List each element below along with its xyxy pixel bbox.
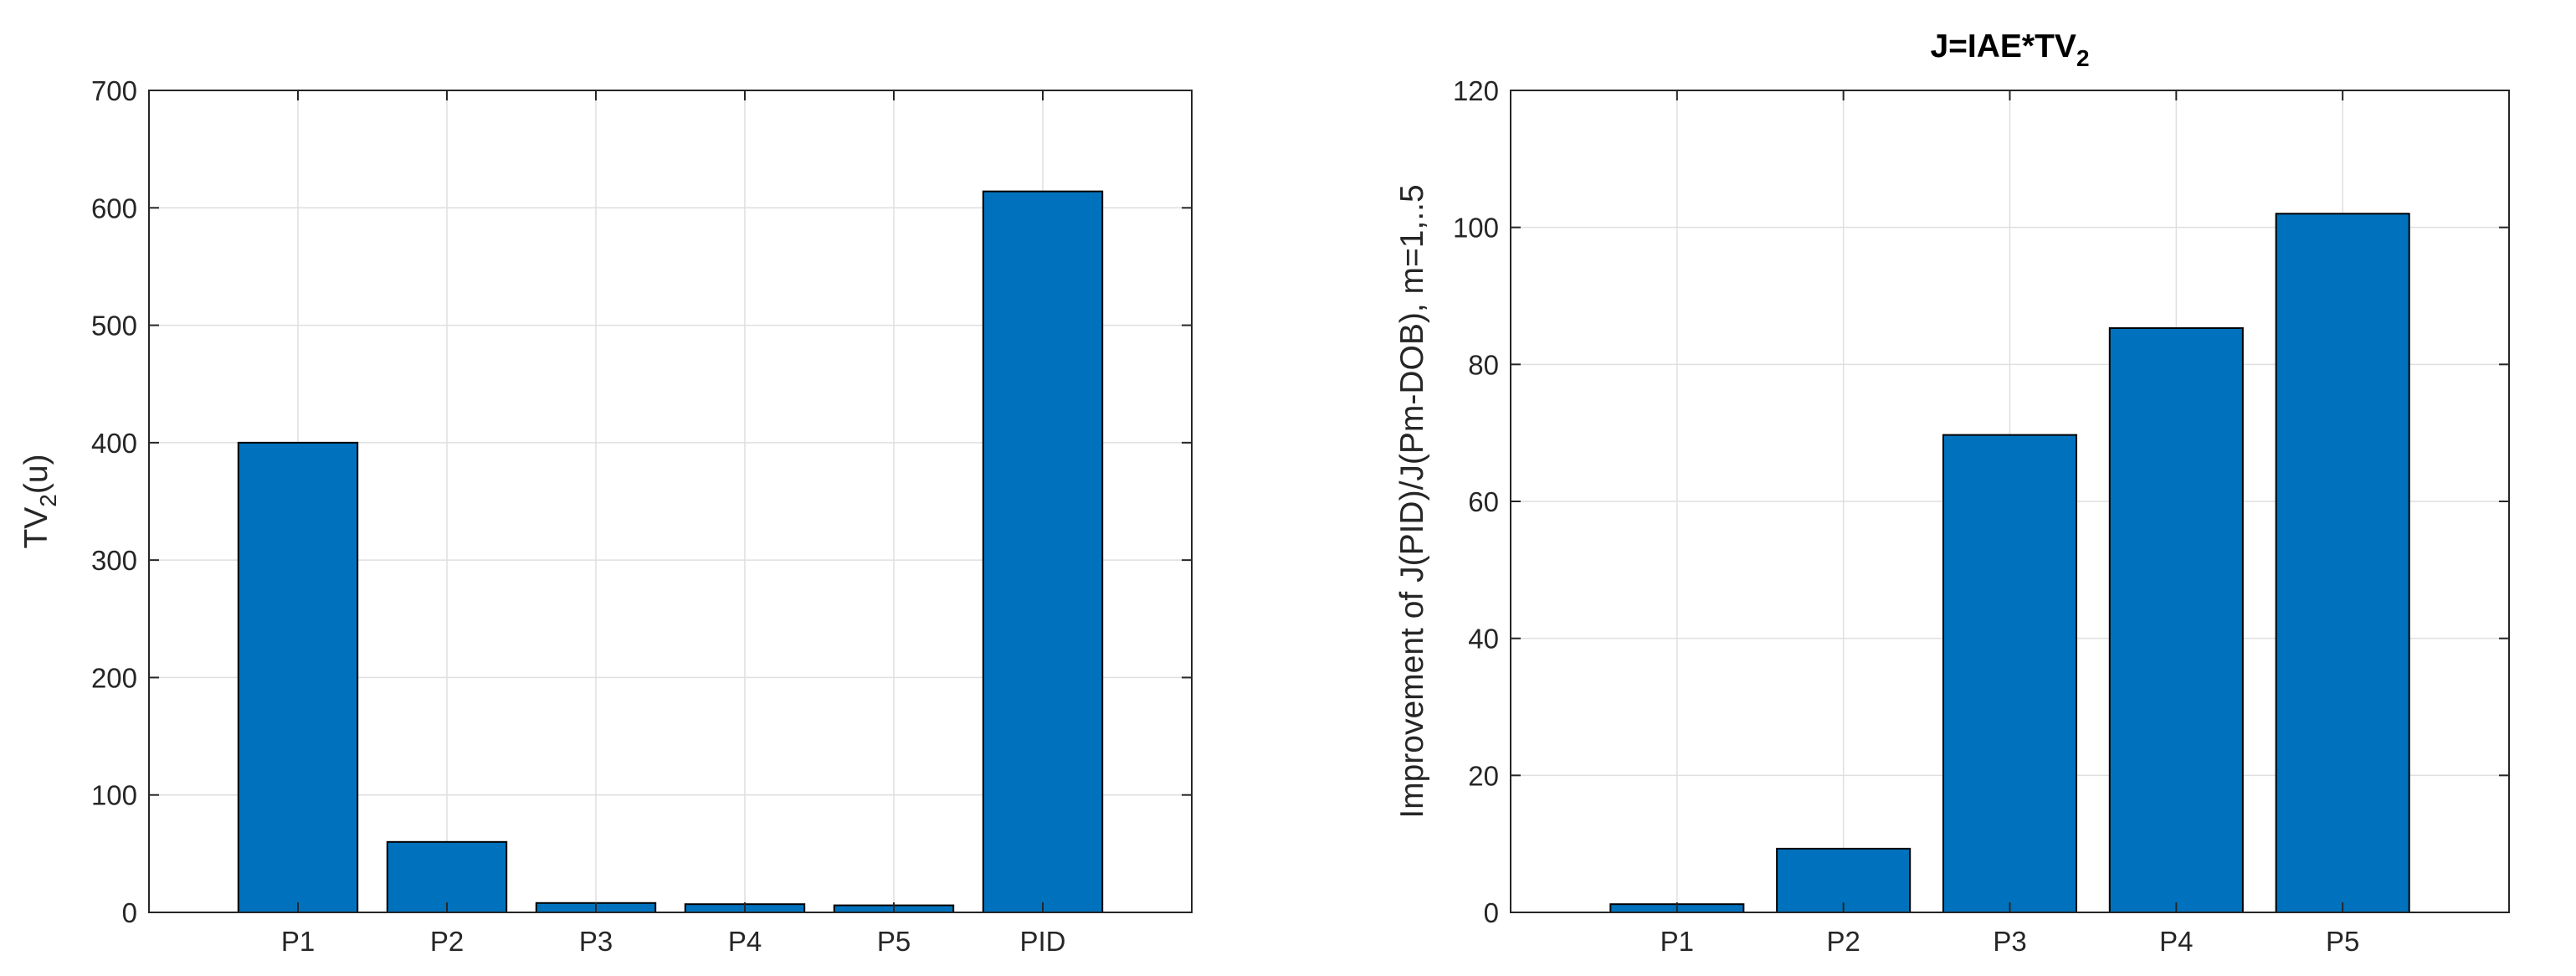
y-tick-label: 100 [91,780,137,811]
bar-p1 [237,441,359,913]
x-tick-label: P3 [579,926,613,957]
y-tick-label: 0 [1484,897,1499,928]
bar-p2 [1776,847,1911,914]
y-tick-label: 200 [91,662,137,693]
chart-title: J=IAE*TV2 [1930,28,2089,71]
x-tick-label: P4 [2159,926,2193,957]
x-tick-label: P3 [1993,926,2026,957]
y-tick-label: 500 [91,311,137,342]
axes-box [148,90,1193,913]
bar-p2 [386,840,508,913]
x-tick-label: P1 [281,926,315,957]
x-tick-label: P2 [1826,926,1860,957]
y-tick-label: 100 [1453,213,1499,244]
bar-p3 [1942,434,2078,913]
y-tick-label: 40 [1468,624,1499,655]
left-bar-chart: 0 100 200 300 400 500 600 700 P1 P2 P3 P4 P5 PID TV2(u… [18,75,1193,957]
y-tick-label: 20 [1468,760,1499,791]
y-axis-label: TV2(u) [18,454,61,548]
y-tick-label: 300 [91,545,137,576]
y-tick-label: 700 [91,75,137,106]
y-tick-label: 120 [1453,75,1499,106]
x-tick-label: P1 [1660,926,1694,957]
y-tick-label: 60 [1468,486,1499,517]
y-tick-label: 80 [1468,349,1499,380]
bar-p5 [2275,213,2410,914]
x-tick-label: PID [1019,926,1065,957]
x-tick-label: P5 [877,926,911,957]
y-tick-label: 400 [91,428,137,459]
bar-p4 [2108,326,2244,913]
x-tick-label: P4 [728,926,762,957]
y-tick-label: 0 [122,897,137,928]
bar-pid [982,190,1104,914]
y-axis-label: Improvement of J(PID)/J(Pm-DOB), m=1,..5 [1394,184,1430,818]
y-tick-label: 600 [91,193,137,223]
x-tick-label: P5 [2326,926,2359,957]
x-tick-label: P2 [430,926,464,957]
right-bar-chart: 0 20 40 60 80 100 120 P1 P2 P3 P4 P5 Improvement of … [1394,28,2510,957]
